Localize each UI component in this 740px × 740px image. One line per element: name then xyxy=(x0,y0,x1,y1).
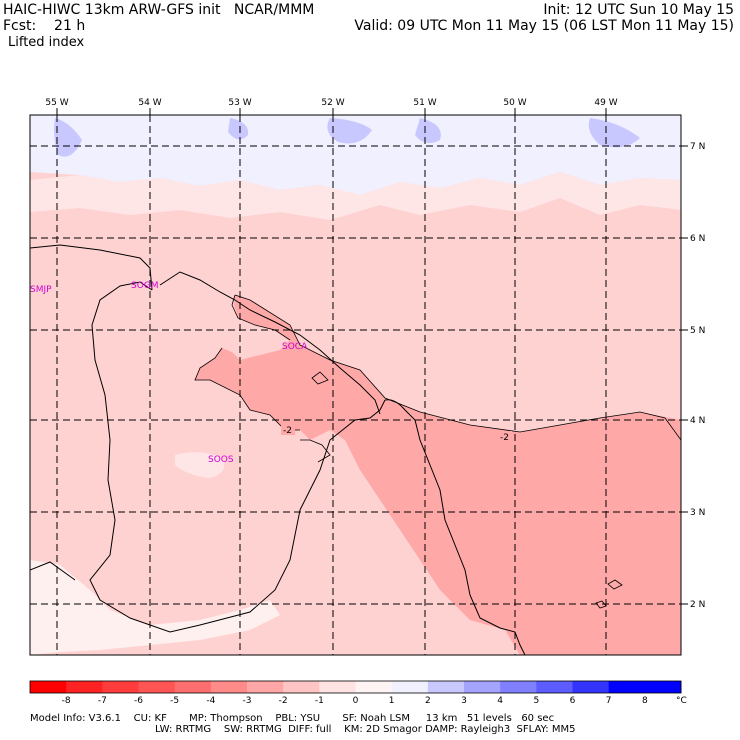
lon-label: 52 W xyxy=(321,98,344,108)
lon-labels: 55 W 54 W 53 W 52 W 51 W 50 W 49 W xyxy=(45,98,617,108)
colorbar-tick-label: 5 xyxy=(533,696,539,706)
colorbar-cell xyxy=(30,681,67,693)
colorbar-unit: °C xyxy=(676,696,687,706)
colorbar-tick-label: 3 xyxy=(461,696,467,706)
station-smjp: SMJP xyxy=(30,285,52,295)
border-west xyxy=(30,561,76,581)
station-soca: SOCA xyxy=(282,342,308,352)
colorbar-cell xyxy=(319,681,356,693)
contour-labels: -2 -2 xyxy=(281,424,512,443)
colorbar-cell xyxy=(608,681,646,693)
colorbar-tick-label: -6 xyxy=(134,696,143,706)
contour-line xyxy=(311,371,329,385)
colorbar-tick-label: -2 xyxy=(279,696,288,706)
stable-patches xyxy=(54,118,640,157)
lon-label: 54 W xyxy=(138,98,161,108)
station-labels: SMJP SOGM SOCA SOOS xyxy=(30,281,308,465)
lat-lon-grid xyxy=(30,115,681,655)
colorbar-cell xyxy=(427,681,465,693)
colorbar: -8 -7 -6 -5 -4 -3 -2 -1 0 1 2 3 4 5 6 7 8 °C xyxy=(29,680,687,706)
colorbar-cell xyxy=(355,681,393,693)
colorbar-cell xyxy=(644,681,682,693)
near-neutral-patch-south xyxy=(30,560,280,655)
colorbar-cell xyxy=(500,681,537,693)
lon-label: 49 W xyxy=(594,98,617,108)
contour-line xyxy=(234,294,681,441)
lat-label: 6 N xyxy=(690,234,705,244)
lon-label: 55 W xyxy=(45,98,68,108)
contour-line xyxy=(300,439,331,463)
lat-label: 5 N xyxy=(690,326,705,336)
colorbar-tick-label: -5 xyxy=(170,696,179,706)
unstable-area xyxy=(195,295,681,655)
weak-stable-area xyxy=(30,115,681,195)
field-name: Lifted index xyxy=(8,35,85,50)
map-frame xyxy=(29,114,682,656)
footer-model-info: Model Info: V3.6.1 CU: KF MP: Thompson P… xyxy=(30,713,555,724)
colorbar-tick-label: 1 xyxy=(389,696,395,706)
colorbar-tick-label: 0 xyxy=(353,696,359,706)
colorbar-cell xyxy=(283,681,320,693)
lat-labels: 7 N 6 N 5 N 4 N 3 N 2 N xyxy=(690,142,705,610)
colorbar-cell xyxy=(102,681,139,693)
lat-label: 3 N xyxy=(690,508,705,518)
coastline xyxy=(159,271,381,415)
colorbar-tick-label: -4 xyxy=(206,696,215,706)
header-init: Init: 12 UTC Sun 10 May 15 xyxy=(543,2,734,18)
axis-ticks xyxy=(56,108,688,605)
colorbar-tick-label: 6 xyxy=(570,696,576,706)
colorbar-cell xyxy=(464,681,501,693)
station-soos: SOOS xyxy=(208,455,234,465)
contour-line xyxy=(607,579,623,590)
colorbar-frame xyxy=(29,680,682,694)
header-valid-time: Valid: 09 UTC Mon 11 May 15 (06 LST Mon … xyxy=(354,18,734,34)
contour-minus-2 xyxy=(194,294,681,609)
colorbar-tick-label: -8 xyxy=(62,696,71,706)
footer-physics-info: LW: RRTMG SW: RRTMG DIFF: full KM: 2D Sm… xyxy=(155,724,576,735)
contour-line xyxy=(194,347,300,431)
near-neutral-patch-central xyxy=(175,452,225,478)
colorbar-tick-label: 4 xyxy=(497,696,503,706)
contour-line xyxy=(231,294,291,341)
colorbar-cell xyxy=(174,681,212,693)
station-sogm: SOGM xyxy=(131,281,159,291)
colorbar-cell xyxy=(536,681,573,693)
contour-label: -2 xyxy=(500,433,509,443)
lon-label: 53 W xyxy=(228,98,251,108)
shaded-field xyxy=(30,115,681,655)
lat-label: 7 N xyxy=(690,142,705,152)
colorbar-tick-label: -1 xyxy=(315,696,324,706)
lat-label: 4 N xyxy=(690,416,705,426)
colorbar-cell xyxy=(391,681,429,693)
lon-label: 50 W xyxy=(503,98,526,108)
colorbar-tick-label: 7 xyxy=(606,696,612,706)
header-title: HAIC-HIWC 13km ARW-GFS init NCAR/MMM xyxy=(3,2,315,18)
colorbar-tick-label: 2 xyxy=(425,696,431,706)
colorbar-cell xyxy=(138,681,176,693)
header-forecast-hour: Fcst: 21 h xyxy=(3,18,86,34)
colorbar-tick-label: -3 xyxy=(243,696,252,706)
colorbar-cell xyxy=(66,681,103,693)
colorbar-cell xyxy=(247,681,284,693)
colorbar-cell xyxy=(572,681,610,693)
lon-label: 51 W xyxy=(413,98,436,108)
colorbar-tick-label: -7 xyxy=(98,696,107,706)
oyapock-border xyxy=(384,399,526,655)
colorbar-tick-label: 8 xyxy=(642,696,648,706)
lat-label: 2 N xyxy=(690,600,705,610)
contour-label: -2 xyxy=(283,426,292,436)
near-neutral-band xyxy=(30,172,681,220)
colorbar-cell xyxy=(210,681,248,693)
